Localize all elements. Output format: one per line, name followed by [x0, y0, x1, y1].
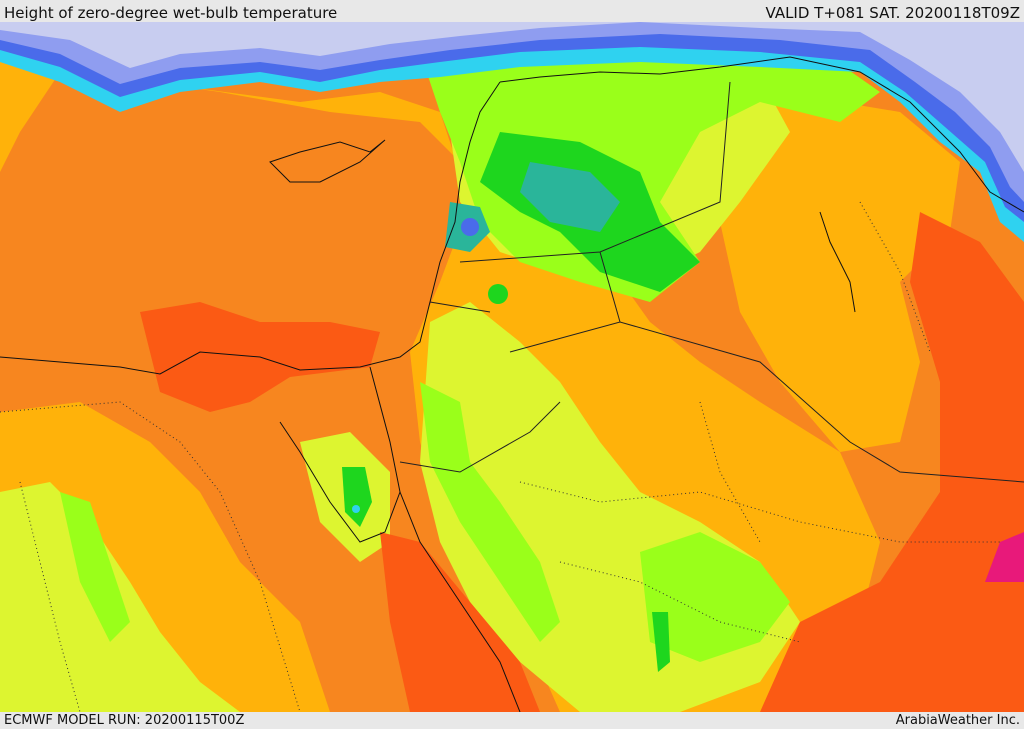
footer-bar: ECMWF MODEL RUN: 20200115T00Z ArabiaWeat… [0, 712, 1024, 729]
coastlines [0, 56, 1024, 712]
political-borders [399, 81, 1024, 483]
field-teal-syria [520, 162, 620, 232]
field-red-redsea [380, 532, 540, 712]
field-green-jordan [420, 382, 560, 642]
field-blue-lebanon [461, 218, 479, 236]
field-lowest-belt [0, 22, 1024, 172]
credit-label: ArabiaWeather Inc. [895, 713, 1020, 728]
model-run-label: ECMWF MODEL RUN: 20200115T00Z [4, 713, 245, 728]
field-blue-sinai [352, 505, 360, 513]
field-red-gulf [760, 212, 1024, 712]
field-cyan-belt [0, 22, 1024, 242]
header-bar: Height of zero-degree wet-bulb temperatu… [0, 0, 1024, 22]
map-title: Height of zero-degree wet-bulb temperatu… [4, 4, 338, 22]
field-amber-gulf [700, 92, 960, 452]
field-green-hejaz [652, 612, 670, 672]
field-green-sinai [342, 467, 372, 527]
field-blue-belt [0, 22, 1024, 222]
regional-boundaries [0, 201, 1000, 712]
field-magenta-gulf [985, 532, 1024, 582]
weather-map [0, 22, 1024, 712]
map-canvas [0, 22, 1024, 712]
field-green-jordan-spot [488, 284, 508, 304]
field-lime-egypt [60, 492, 130, 642]
valid-time: VALID T+081 SAT. 20200118T09Z [765, 4, 1020, 22]
field-lime-saudi [640, 532, 790, 662]
field-lime-north [420, 42, 880, 302]
